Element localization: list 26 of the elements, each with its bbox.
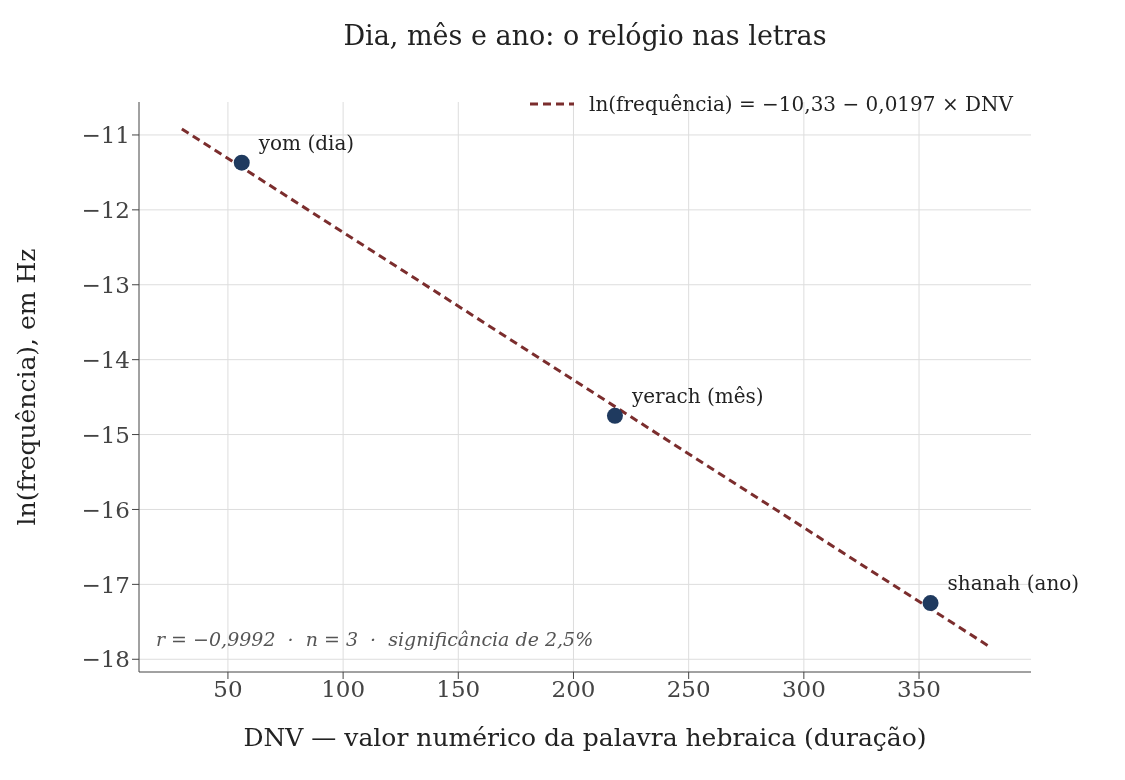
x-axis-title: DNV — valor numérico da palavra hebraica (duração) (243, 723, 927, 752)
y-tick-label: −11 (81, 122, 130, 149)
annotation: shanah (ano) (947, 571, 1080, 596)
y-tick-label: −15 (81, 421, 130, 448)
x-tick-label: 200 (551, 676, 596, 703)
y-tick-label: −17 (81, 571, 130, 598)
point (922, 595, 939, 612)
x-tick-label: 350 (897, 676, 941, 703)
y-tick-label: −13 (81, 271, 130, 298)
annotation: yom (dia) (257, 130, 355, 155)
y-tick-label: −14 (81, 346, 130, 373)
y-tick-label: −12 (81, 197, 130, 224)
legend-label: ln(frequência) = −10,33 − 0,0197 × DNV (589, 92, 1013, 116)
point (233, 154, 250, 171)
point (606, 407, 623, 424)
y-tick-label: −18 (81, 646, 130, 673)
y-axis-title: ln(frequência), em Hz (11, 248, 41, 526)
chart-title: Dia, mês e ano: o relógio nas letras (342, 20, 828, 51)
x-tick-label: 300 (781, 676, 826, 703)
annotation: yerach (mês) (630, 383, 764, 408)
y-tick-label: −16 (81, 496, 130, 523)
x-tick-label: 250 (666, 676, 711, 703)
annotation: r = −0,9992 · n = 3 · significância de 2,5% (156, 628, 594, 650)
x-tick-label: 150 (436, 676, 481, 703)
x-tick-label: 100 (321, 676, 366, 703)
x-tick-label: 50 (213, 676, 243, 703)
